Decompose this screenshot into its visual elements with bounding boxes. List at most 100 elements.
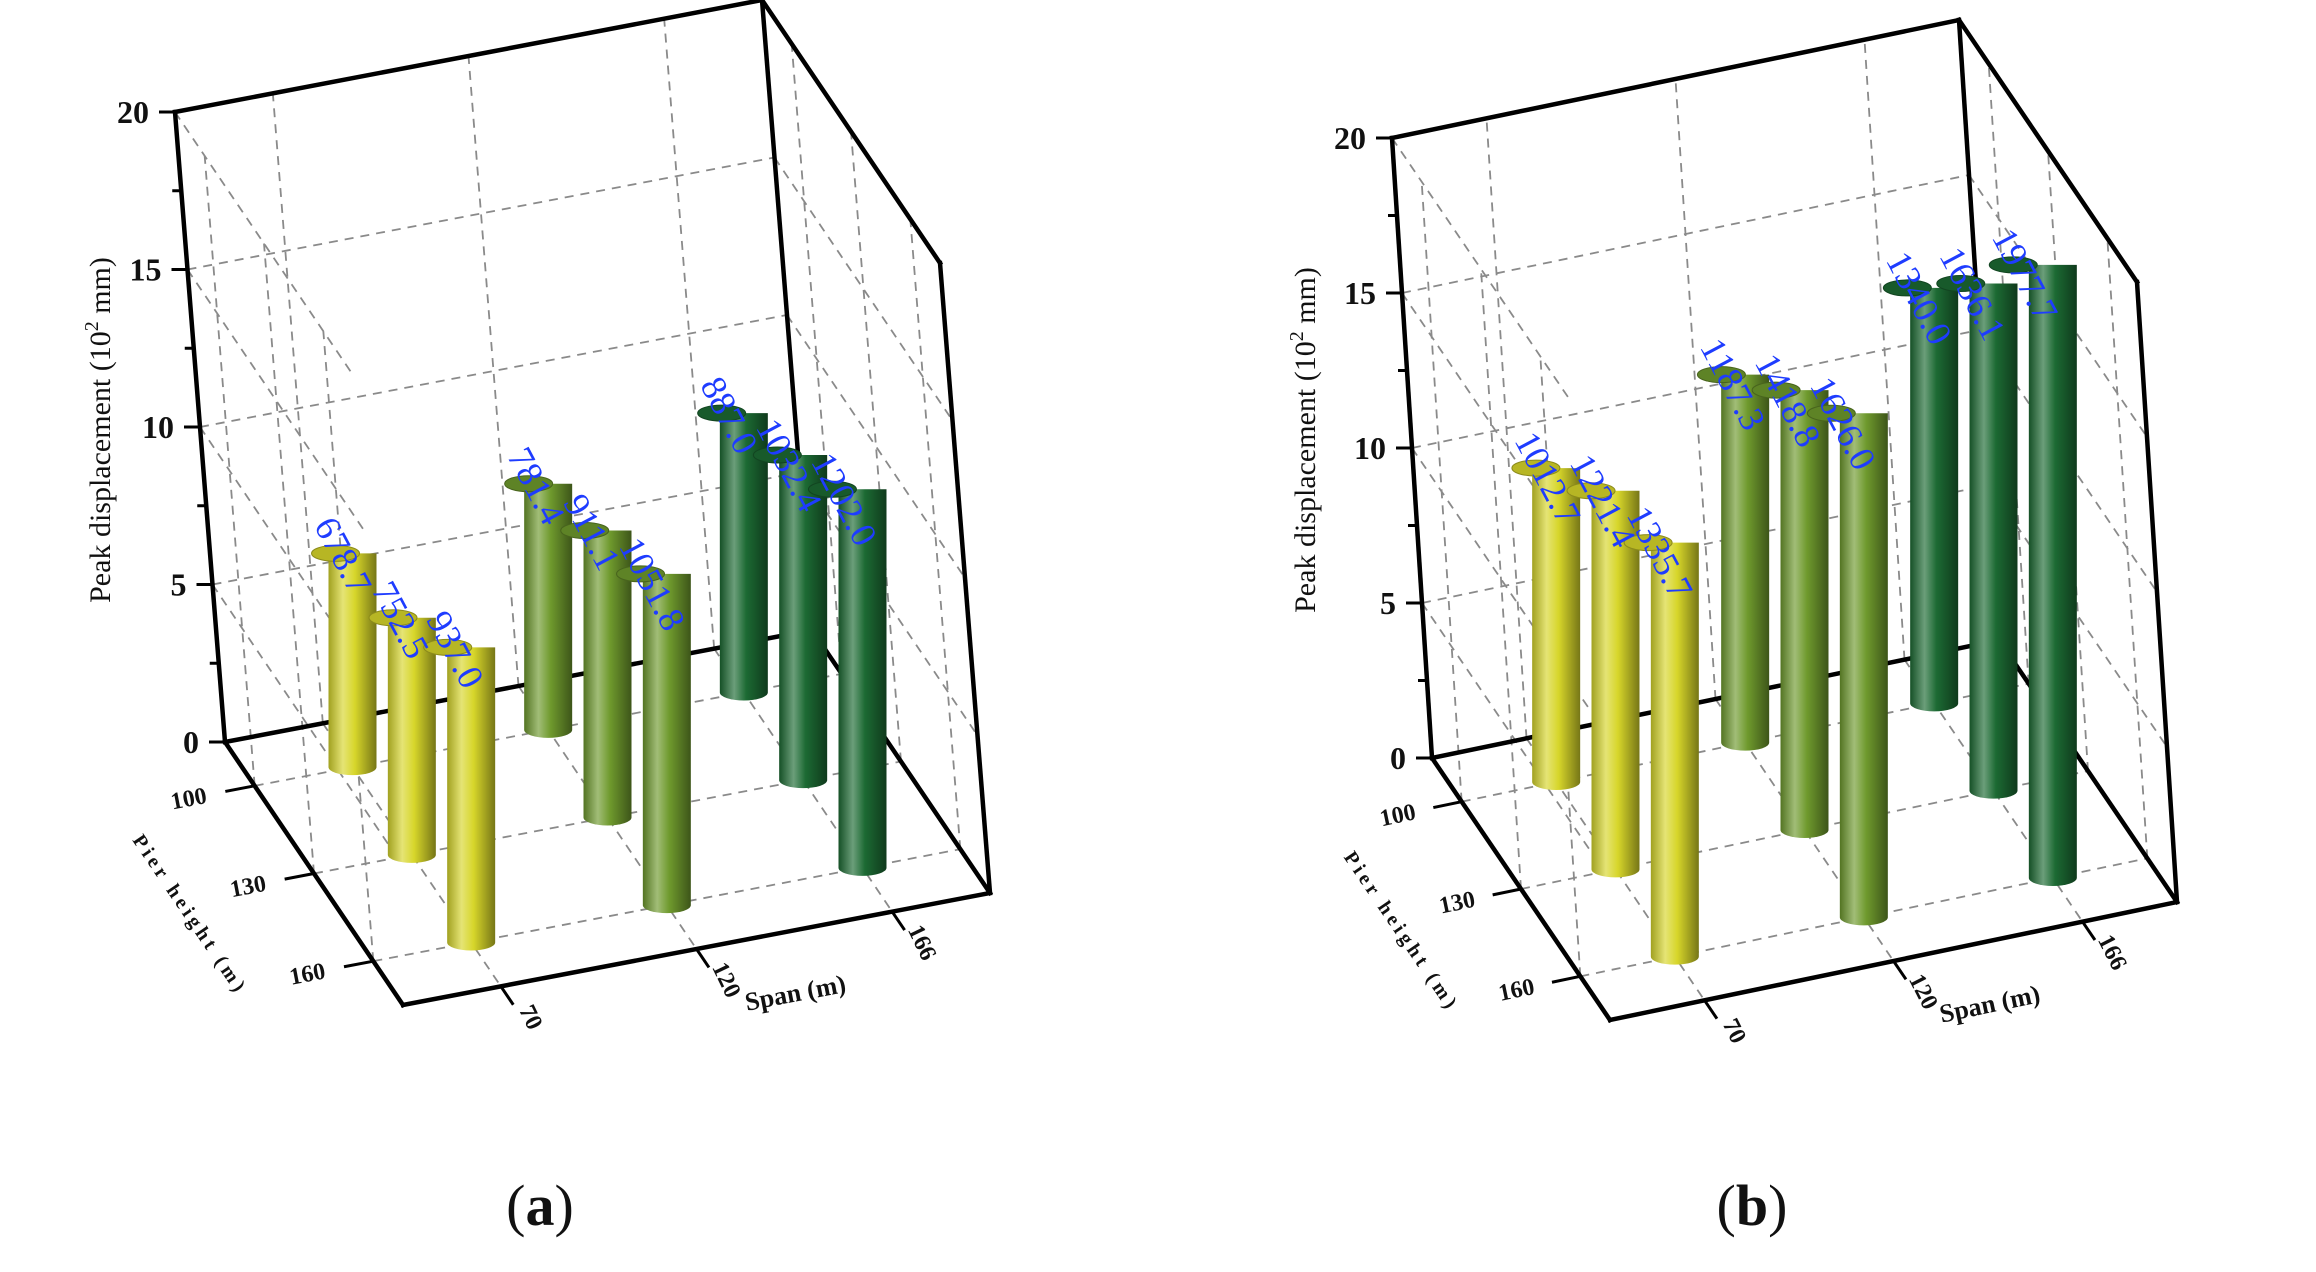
axis-edge	[1389, 17, 1962, 141]
z-tick-label: 10	[142, 409, 174, 445]
pier-tick-label: 160	[1496, 974, 1537, 1007]
grid-line	[1988, 484, 2168, 748]
bar-cylinder	[423, 638, 496, 951]
grid-line	[1863, 39, 1906, 660]
grid-line	[187, 156, 775, 271]
span-tick-label: 70	[1717, 1015, 1751, 1048]
pier-height-axis: 100 130 160 Pier height (m)	[128, 783, 374, 999]
span-tick	[1703, 999, 1719, 1020]
pier-tick	[343, 959, 374, 969]
bar-body	[1650, 542, 1699, 965]
pier-tick-label: 130	[1437, 887, 1478, 920]
axis-edge	[759, 0, 944, 267]
z-tick-label: 15	[1344, 275, 1376, 311]
grid-line	[1420, 181, 1463, 802]
bar-cylinder	[1511, 459, 1581, 790]
bar-cylinder	[616, 565, 691, 914]
bar-body	[2028, 264, 2077, 886]
grid-line	[798, 471, 979, 737]
bar-cylinder	[807, 480, 887, 876]
span-axis-title: Span (m)	[743, 969, 848, 1017]
bar-body	[1721, 374, 1770, 751]
bar-body	[779, 454, 828, 789]
bar-body	[524, 483, 573, 738]
bar-body	[838, 489, 887, 876]
grid-line	[467, 55, 520, 687]
axis-edge	[1429, 637, 2002, 761]
bar-top	[560, 522, 610, 540]
span-tick	[890, 910, 906, 931]
bar-top	[1806, 404, 1856, 422]
z-tick-label: 0	[183, 724, 199, 760]
grid-line	[786, 314, 966, 579]
bar-cylinder	[311, 544, 377, 776]
grid-line	[1421, 484, 1990, 604]
axis-edge	[1995, 636, 2181, 906]
grid-line	[1480, 268, 1522, 890]
bar-top	[1936, 274, 1986, 292]
bar-cylinder	[1806, 404, 1888, 926]
bars	[1511, 256, 2077, 965]
bar-top	[1751, 381, 1801, 399]
bar-top	[311, 544, 361, 562]
pier-tick	[1551, 974, 1581, 984]
bar-cylinder	[697, 404, 768, 701]
pier-tick-label: 130	[228, 871, 268, 903]
bar-cylinder	[1936, 274, 2018, 799]
axis-edge	[1955, 16, 2141, 286]
axis-edge	[937, 260, 993, 896]
bar-body	[642, 573, 691, 914]
pier-tick	[284, 872, 315, 881]
z-axis: 0 5 10 15 20 Peak displacement (102 mm)	[81, 94, 225, 760]
bar-body	[1839, 413, 1888, 926]
bar-top	[1882, 279, 1932, 297]
pier-axis-title: Pier height (m)	[128, 831, 252, 999]
bar-top	[1511, 459, 1561, 477]
bar-top	[1696, 366, 1746, 384]
bar-cylinder	[1696, 366, 1770, 751]
bar-top	[752, 446, 802, 464]
pier-height-axis: 100 130 160 Pier height (m)	[1339, 799, 1581, 1016]
axis-edge	[172, 0, 765, 115]
grid-line	[2106, 238, 2149, 859]
bar-cylinder	[1988, 256, 2077, 886]
pier-tick	[1492, 887, 1522, 897]
z-tick-label: 15	[130, 252, 162, 288]
z-tick-label: 20	[1334, 120, 1366, 156]
pier-tick-label: 100	[169, 783, 209, 815]
bar-cylinder	[504, 475, 573, 738]
bar-top	[616, 565, 666, 583]
bar-body	[447, 647, 496, 951]
grid-line	[1674, 78, 1717, 700]
span-tick-label: 70	[513, 1001, 547, 1034]
grid-line	[1485, 118, 1528, 739]
pier-tick	[1433, 800, 1462, 810]
bar-body	[1910, 287, 1959, 712]
bar-top	[697, 404, 747, 422]
z-axis-title: Peak displacement (102 mm)	[1286, 267, 1322, 613]
bar-top	[368, 609, 418, 627]
bar-body	[719, 413, 768, 701]
bar-cylinder	[368, 609, 436, 863]
grid-line	[212, 471, 800, 586]
panel-label: (a)	[506, 1173, 574, 1238]
bar-top	[1566, 482, 1616, 500]
bar-body	[387, 617, 436, 863]
pier-tick-label: 100	[1378, 799, 1419, 832]
bar-body	[1969, 283, 2018, 799]
axis-edge	[2134, 279, 2180, 905]
span-tick	[2081, 920, 2097, 941]
span-tick-label: 166	[2092, 931, 2131, 975]
span-tick	[1892, 960, 1908, 981]
grid-line	[211, 583, 392, 849]
bar-body	[328, 553, 377, 776]
bar-body	[1591, 490, 1640, 878]
bar-cylinder	[752, 446, 828, 789]
z-tick-label: 20	[117, 94, 149, 130]
bar-top	[1988, 256, 2038, 274]
span-tick	[499, 985, 515, 1006]
panel-0: 0 5 10 15 20 Peak displacement (102 mm) 70 120 1…	[81, 0, 994, 1238]
bar-top	[1623, 534, 1673, 552]
z-tick-label: 5	[1380, 585, 1396, 621]
bar-cylinder	[560, 522, 632, 826]
